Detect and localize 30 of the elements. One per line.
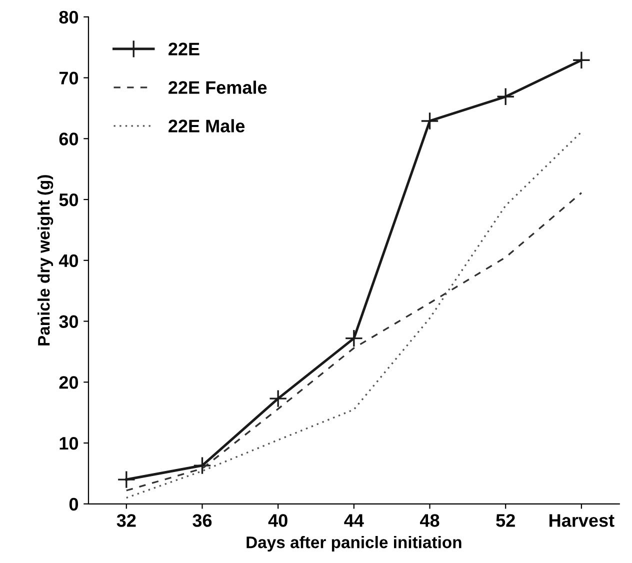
y-tick-label: 20 (59, 376, 78, 389)
x-tick-label: 48 (420, 514, 440, 527)
x-tick-label: 32 (116, 514, 136, 527)
point (268, 389, 288, 408)
y-tick-label: 50 (59, 193, 78, 206)
point (193, 456, 212, 475)
y-tick-label: 40 (58, 254, 78, 268)
point (572, 50, 591, 70)
x-tick-label: Harvest (550, 514, 614, 527)
y-axis-title: Panicle dry weight (g) (38, 175, 54, 346)
legend-label: 22E Male (168, 119, 245, 132)
point (117, 470, 136, 489)
line-series (126, 192, 582, 492)
y-tick-label: 80 (59, 10, 78, 24)
y-tick-label: 10 (60, 436, 78, 450)
y-tick-label: 60 (59, 132, 78, 146)
x-tick-label: 36 (192, 514, 212, 527)
y-tick-label: 70 (59, 72, 78, 84)
y-tick-label: 30 (59, 315, 78, 328)
x-axis-title: Days after panicle initiation (246, 536, 462, 552)
point (420, 112, 439, 130)
point (344, 329, 364, 348)
legend-label: 22E (168, 42, 200, 56)
line-series (126, 131, 582, 499)
legend-label: 22E Female (168, 80, 267, 94)
x-tick-label: 44 (344, 514, 364, 527)
x-tick-label: 40 (268, 514, 288, 527)
point (496, 87, 515, 106)
y-tick-label: 0 (69, 498, 78, 511)
x-tick-label: 52 (496, 514, 515, 527)
